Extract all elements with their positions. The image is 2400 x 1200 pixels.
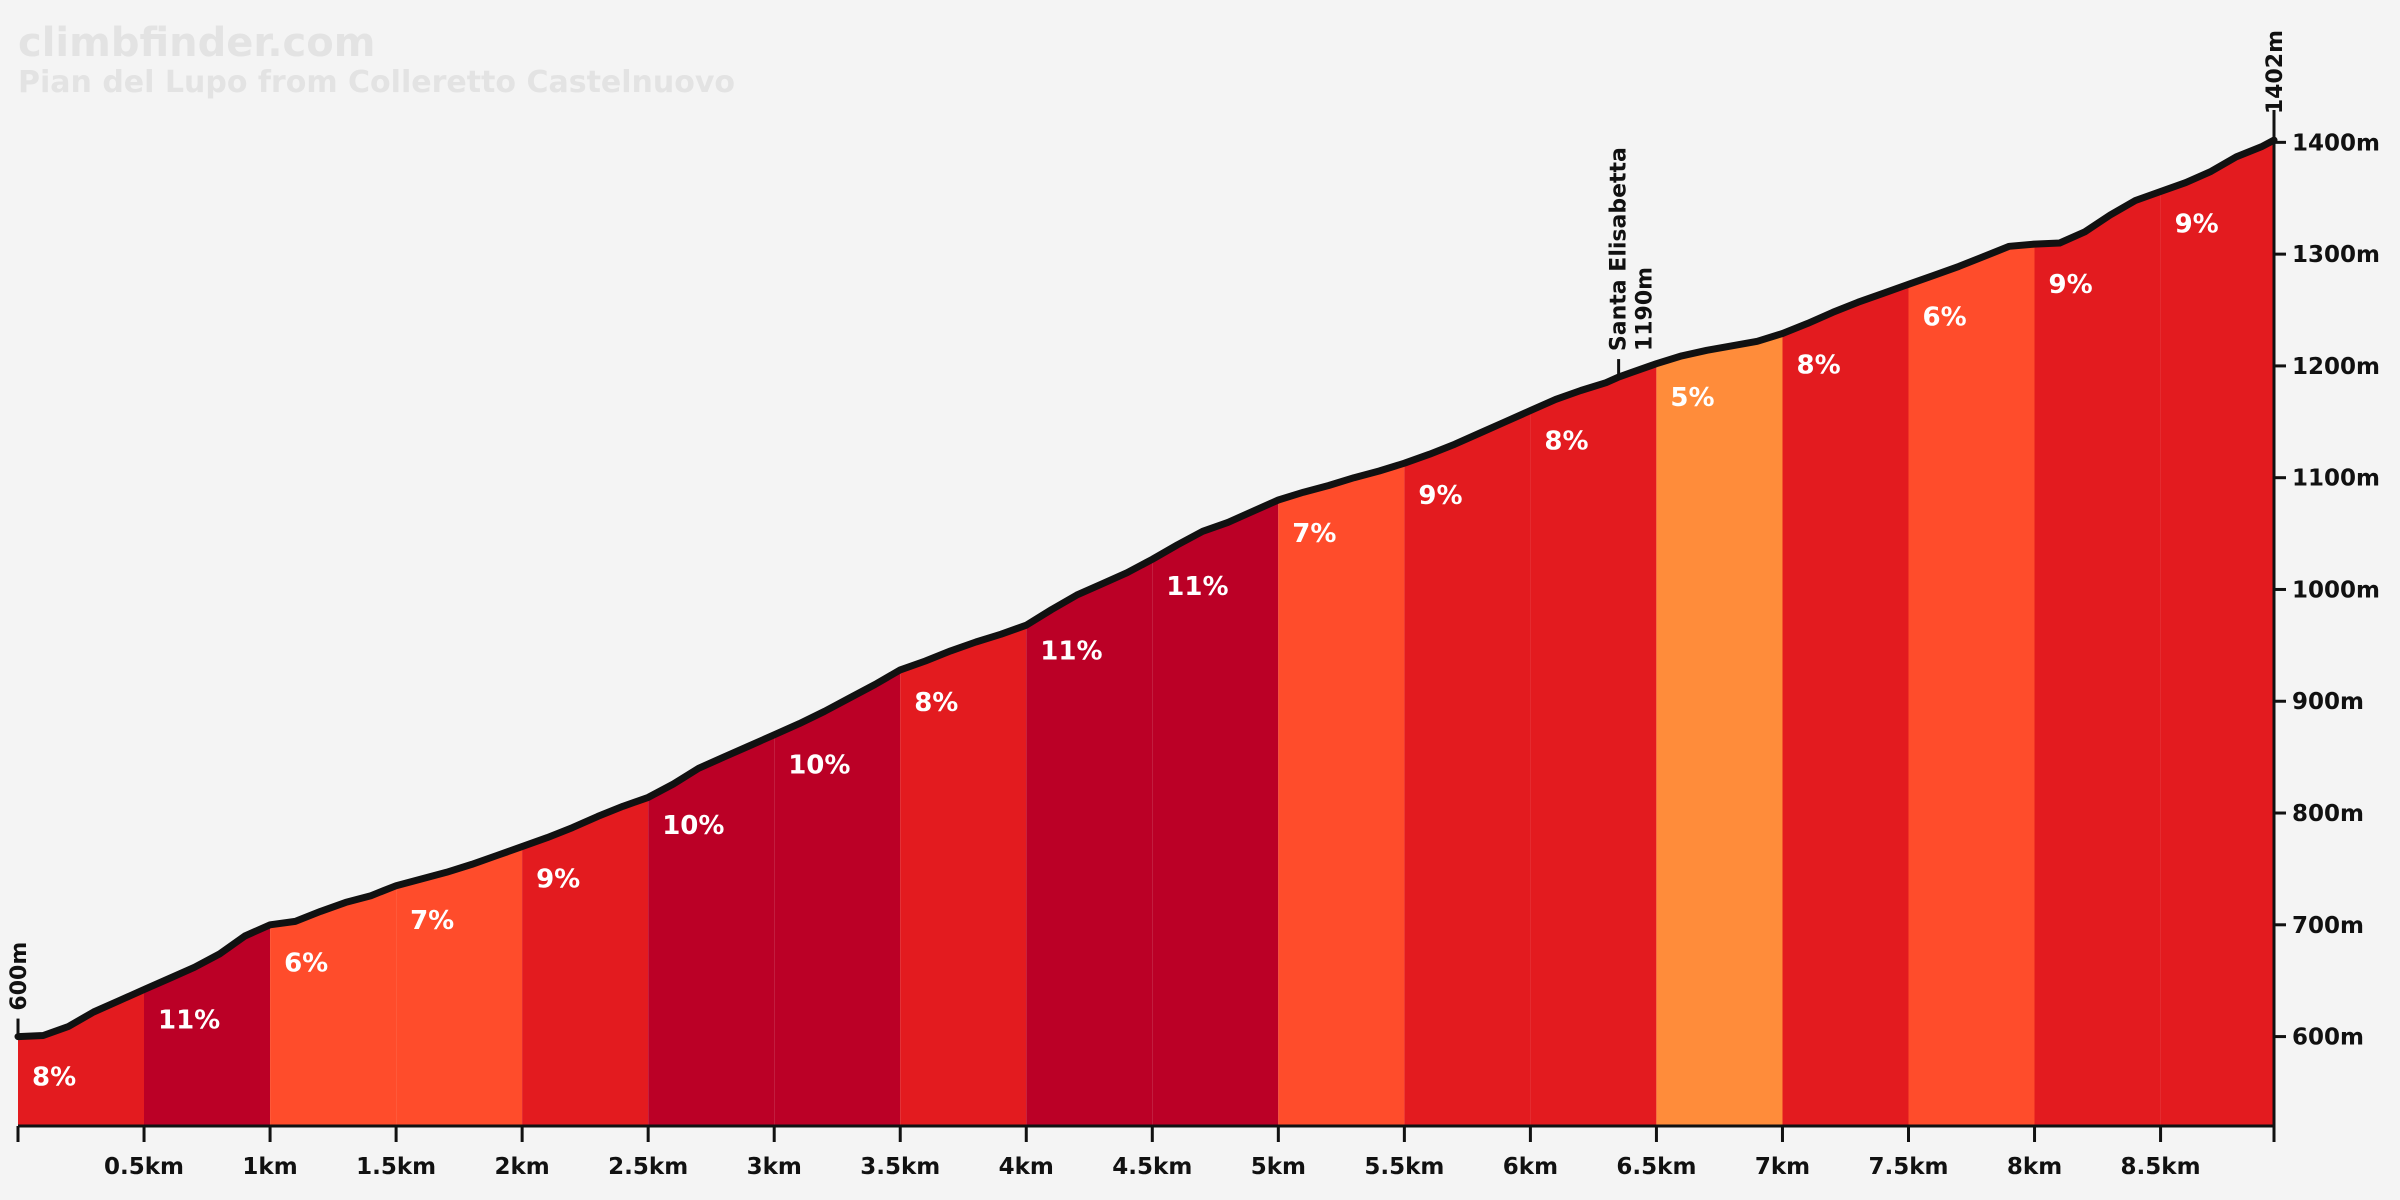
grade-segment-2 [144, 924, 271, 1126]
y-tick-label: 1100m [2292, 466, 2380, 492]
x-tick-label: 2km [495, 1154, 550, 1180]
x-tick-label: 8.5km [2121, 1154, 2201, 1180]
y-tick-label: 1200m [2292, 354, 2380, 380]
grade-label-8: 8% [914, 688, 958, 718]
grade-segment-5 [522, 797, 649, 1126]
y-tick-label: 800m [2292, 801, 2364, 827]
y-tick-label: 600m [2292, 1025, 2364, 1051]
grade-segment-14 [1656, 333, 1783, 1126]
x-tick-label: 1.5km [356, 1154, 436, 1180]
grade-label-16: 6% [1923, 302, 1967, 332]
grade-label-18: 9% [2175, 210, 2219, 240]
y-tick-label: 1300m [2292, 242, 2380, 268]
x-tick-label: 5.5km [1364, 1154, 1444, 1180]
annotations: 600m Santa Elisabetta 1190m 1402m [7, 30, 2288, 1037]
y-tick-label: 1000m [2292, 577, 2380, 603]
x-tick-label: 3.5km [860, 1154, 940, 1180]
grade-segment-17 [2034, 191, 2161, 1126]
grade-segment-12 [1404, 410, 1531, 1127]
x-tick-label: 4km [999, 1154, 1054, 1180]
grade-label-6: 10% [662, 811, 724, 841]
profile-line [14, 136, 2278, 1041]
grade-label-13: 8% [1544, 426, 1588, 456]
grade-segment-6 [648, 734, 775, 1126]
x-tick-label: 5km [1251, 1154, 1306, 1180]
site-name: climbfinder.com [18, 20, 376, 66]
brand-header: climbfinder.com Pian del Lupo from Colle… [18, 20, 735, 101]
grade-label-5: 9% [536, 865, 580, 895]
x-tick-label: 6.5km [1616, 1154, 1696, 1180]
x-tick-label: 2.5km [608, 1154, 688, 1180]
axes: 0.5km 1km 1.5km 2km 2.5km 3km 3.5km 4km 4.5km 5km… [16, 110, 2380, 1180]
grade-segment-10 [1152, 500, 1279, 1126]
grade-segment-9 [1026, 559, 1153, 1126]
grade-segment-11 [1278, 463, 1405, 1126]
annotation-elevation: 1402m [2263, 30, 2288, 114]
grade-segment-8 [900, 625, 1027, 1126]
grade-segment-13 [1530, 363, 1657, 1126]
grade-label-11: 7% [1292, 519, 1336, 549]
grade-label-9: 11% [1040, 637, 1102, 667]
annotation-elevation: 1190m [1633, 267, 1658, 351]
grade-label-17: 9% [2049, 270, 2093, 300]
grade-label-14: 5% [1670, 383, 1714, 413]
grade-segments [18, 140, 2274, 1127]
grade-label-3: 6% [284, 948, 328, 978]
grade-label-10: 11% [1166, 572, 1228, 602]
x-tick-label: 7.5km [1868, 1154, 1948, 1180]
grade-label-7: 10% [788, 751, 850, 781]
climb-name: Pian del Lupo from Colleretto Castelnuov… [18, 65, 736, 100]
y-tick-label: 900m [2292, 689, 2364, 715]
y-tick-label: 1400m [2292, 130, 2380, 156]
grade-segment-1 [18, 989, 144, 1126]
grade-segment-15 [1782, 284, 1909, 1126]
x-tick-label: 1km [242, 1154, 297, 1180]
grade-label-15: 8% [1797, 350, 1841, 380]
x-tick-label: 0.5km [104, 1154, 184, 1180]
x-tick-label: 8km [2007, 1154, 2062, 1180]
grade-label-2: 11% [158, 1006, 220, 1036]
grade-label-4: 7% [410, 906, 454, 936]
x-tick-label: 6km [1503, 1154, 1558, 1180]
grade-labels: 8% 11% 6% 7% 9% 10% 10% 8% 11% 11% 7% 9% 8% 5% 8% 6% 9% 9… [32, 210, 2219, 1093]
grade-segment-16 [1908, 244, 2035, 1127]
x-tick-label: 3km [747, 1154, 802, 1180]
grade-segment-3 [270, 885, 397, 1126]
y-tick-label: 700m [2292, 913, 2364, 939]
x-tick-label: 7km [1755, 1154, 1810, 1180]
grade-label-1: 8% [32, 1063, 76, 1093]
grade-segment-7 [774, 669, 901, 1126]
grade-segment-4 [396, 846, 523, 1126]
x-tick-label: 4.5km [1112, 1154, 1192, 1180]
grade-segment-18 [2160, 140, 2274, 1127]
annotation-elevation: 600m [7, 942, 32, 1011]
annotation-name: Santa Elisabetta [1607, 147, 1632, 351]
grade-label-12: 9% [1418, 481, 1462, 511]
